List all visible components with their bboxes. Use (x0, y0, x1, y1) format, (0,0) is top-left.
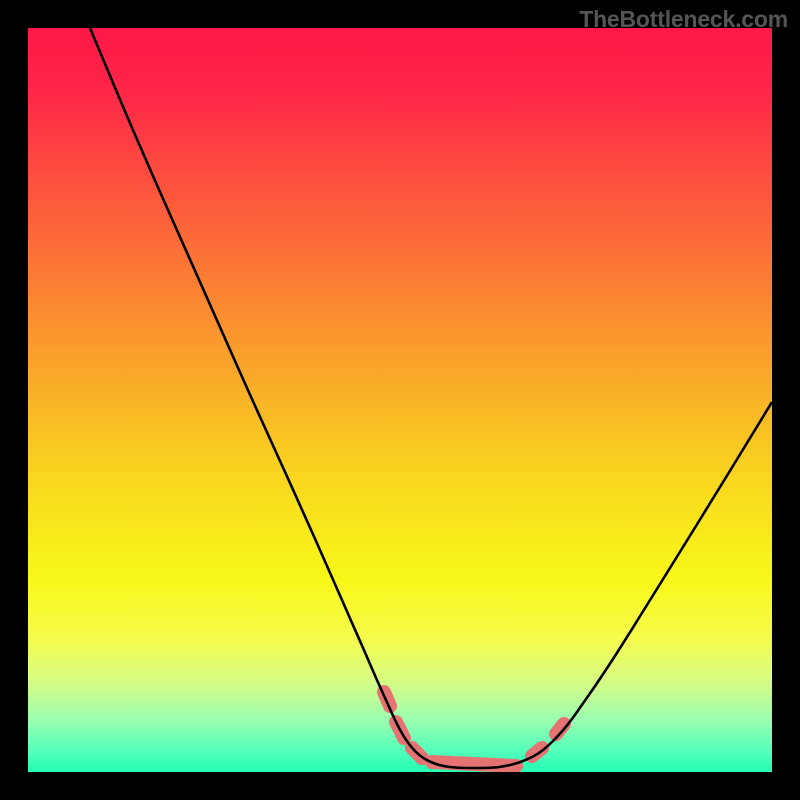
curve-layer (28, 28, 772, 772)
plot-area (28, 28, 772, 772)
figure-root: TheBottleneck.com (0, 0, 800, 800)
bottleneck-curve-right (476, 402, 772, 768)
bottleneck-curve-left (90, 28, 476, 768)
watermark-text: TheBottleneck.com (579, 6, 788, 33)
